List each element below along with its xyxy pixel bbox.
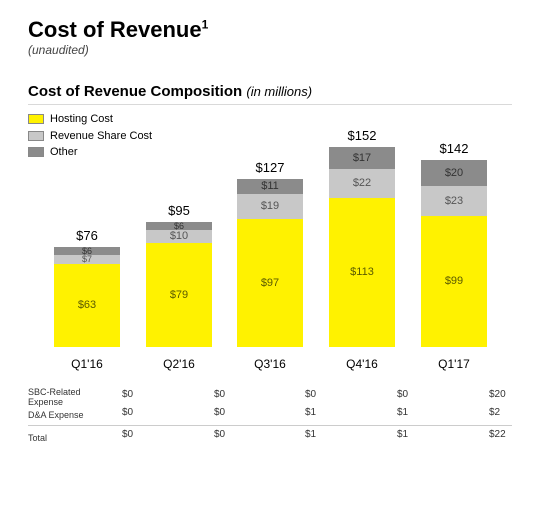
segment-other: $17 <box>329 147 395 169</box>
bar-total-label: $95 <box>146 203 212 218</box>
footnote-table: SBC-Related Expense$0$0$0$0$20D&A Expens… <box>28 389 512 450</box>
table-cell: $1 <box>299 429 365 440</box>
table-row-label: D&A Expense <box>28 411 90 420</box>
chart-container: Hosting CostRevenue Share CostOther $76$… <box>28 104 512 450</box>
table-row: D&A Expense$0$0$1$1$2 <box>28 407 512 425</box>
table-cell: $0 <box>208 429 274 440</box>
bar-total-label: $142 <box>421 141 487 156</box>
page-title: Cost of Revenue1 <box>28 18 512 42</box>
chart-area: $76$6$7$63$95$6$10$79$127$11$19$97$152$1… <box>36 123 504 347</box>
bar: $95 $6$10$79 <box>146 203 212 347</box>
bar: $127 $11$19$97 <box>237 160 303 347</box>
table-cell: $22 <box>483 429 540 440</box>
title-text: Cost of Revenue <box>28 17 202 42</box>
table-cell: $20 <box>483 389 540 400</box>
section-title: Cost of Revenue Composition (in millions… <box>28 83 512 100</box>
bar-stack: $6$10$79 <box>146 222 212 347</box>
segment-hosting: $99 <box>421 216 487 347</box>
x-axis-label: Q1'16 <box>54 357 120 371</box>
table-row-label: SBC-Related Expense <box>28 388 90 407</box>
x-axis-label: Q3'16 <box>237 357 303 371</box>
x-axis-label: Q1'17 <box>421 357 487 371</box>
table-cell: $0 <box>299 389 365 400</box>
bar-stack: $17$22$113 <box>329 147 395 347</box>
segment-other: $20 <box>421 160 487 186</box>
subtitle: (unaudited) <box>28 43 512 57</box>
bar-total-label: $127 <box>237 160 303 175</box>
title-footnote: 1 <box>202 18 209 32</box>
table-cell: $1 <box>299 407 365 418</box>
bar: $152 $17$22$113 <box>329 128 395 347</box>
x-axis-labels: Q1'16 Q2'16 Q3'16 Q4'16 Q1'17 <box>36 357 504 379</box>
bar-total-label: $76 <box>54 228 120 243</box>
section-title-text: Cost of Revenue Composition <box>28 83 242 100</box>
segment-revshare: $10 <box>146 230 212 243</box>
bar-stack: $6$7$63 <box>54 247 120 347</box>
bar-stack: $11$19$97 <box>237 179 303 347</box>
table-row: SBC-Related Expense$0$0$0$0$20 <box>28 389 512 407</box>
table-row-total: Total$0$0$1$1$22 <box>28 425 512 450</box>
bar-total-label: $152 <box>329 128 395 143</box>
x-axis-label: Q4'16 <box>329 357 395 371</box>
table-cells: $0$0$1$1$22 <box>98 429 504 450</box>
segment-revshare: $19 <box>237 194 303 219</box>
segment-revshare: $22 <box>329 169 395 198</box>
table-cells: $0$0$1$1$2 <box>98 407 504 425</box>
segment-hosting: $97 <box>237 219 303 347</box>
table-cell: $1 <box>391 407 457 418</box>
table-cell: $0 <box>208 389 274 400</box>
segment-other: $11 <box>237 179 303 194</box>
bar: $142 $20$23$99 <box>421 141 487 347</box>
segment-hosting: $79 <box>146 243 212 347</box>
segment-revshare: $23 <box>421 186 487 216</box>
segment-hosting: $63 <box>54 264 120 347</box>
table-cell: $0 <box>208 407 274 418</box>
table-cell: $2 <box>483 407 540 418</box>
section-units: (in millions) <box>246 84 312 99</box>
segment-hosting: $113 <box>329 198 395 347</box>
segment-other: $6 <box>146 222 212 230</box>
table-cell: $0 <box>116 407 182 418</box>
x-axis-label: Q2'16 <box>146 357 212 371</box>
table-cell: $0 <box>116 429 182 440</box>
segment-other: $6 <box>54 247 120 255</box>
segment-revshare: $7 <box>54 255 120 264</box>
table-row-label: Total <box>28 434 90 443</box>
bar-stack: $20$23$99 <box>421 160 487 347</box>
table-cell: $0 <box>391 389 457 400</box>
table-cell: $1 <box>391 429 457 440</box>
table-cell: $0 <box>116 389 182 400</box>
table-cells: $0$0$0$0$20 <box>98 389 504 407</box>
bar: $76 $6$7$63 <box>54 228 120 347</box>
